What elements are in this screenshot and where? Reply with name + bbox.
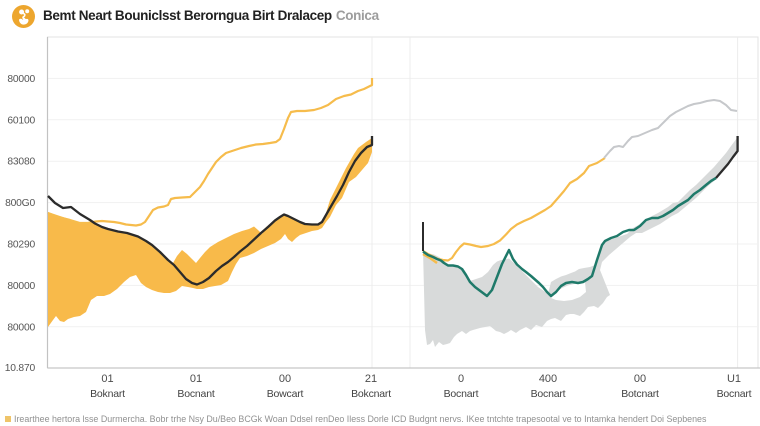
svg-text:01: 01 xyxy=(190,373,202,385)
svg-text:80000: 80000 xyxy=(7,322,35,333)
svg-text:01: 01 xyxy=(101,373,113,385)
svg-text:80000: 80000 xyxy=(7,281,35,292)
svg-text:60100: 60100 xyxy=(7,115,35,126)
svg-text:Botcnart: Botcnart xyxy=(621,388,659,400)
svg-text:21: 21 xyxy=(365,373,377,385)
svg-text:Boknart: Boknart xyxy=(90,388,125,400)
svg-text:Bocnant: Bocnant xyxy=(177,388,214,400)
svg-text:U1: U1 xyxy=(727,373,741,385)
svg-text:0: 0 xyxy=(458,373,464,385)
svg-text:00: 00 xyxy=(634,373,646,385)
svg-text:Bokcnart: Bokcnart xyxy=(351,388,391,400)
svg-text:10.870: 10.870 xyxy=(5,363,36,374)
svg-text:Bocnart: Bocnart xyxy=(444,388,479,400)
svg-text:400: 400 xyxy=(539,373,557,385)
svg-text:Bocnart: Bocnart xyxy=(717,388,752,400)
svg-text:800G0: 800G0 xyxy=(5,198,35,209)
svg-text:Bowcart: Bowcart xyxy=(267,388,304,400)
svg-text:80000: 80000 xyxy=(7,74,35,85)
svg-text:Bocnart: Bocnart xyxy=(531,388,566,400)
svg-text:80290: 80290 xyxy=(7,240,35,251)
svg-text:83080: 83080 xyxy=(7,157,35,168)
svg-text:00: 00 xyxy=(279,373,291,385)
